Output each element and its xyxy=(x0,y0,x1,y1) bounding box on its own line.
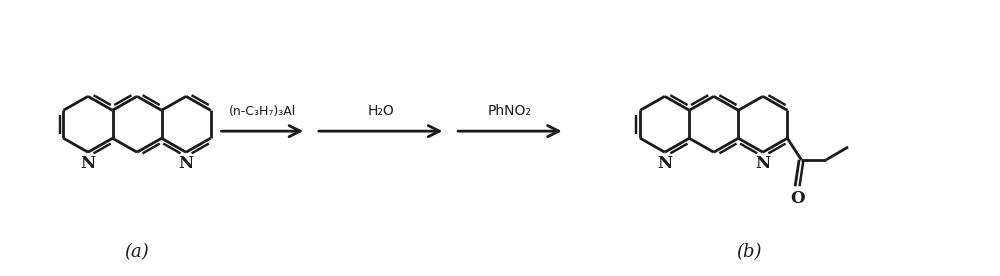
Text: N: N xyxy=(755,155,770,172)
Text: O: O xyxy=(790,190,805,207)
Text: N: N xyxy=(80,155,96,172)
Text: N: N xyxy=(178,155,194,172)
Text: H₂O: H₂O xyxy=(367,104,394,118)
Text: (b): (b) xyxy=(736,243,761,261)
Text: PhNO₂: PhNO₂ xyxy=(488,104,532,118)
Text: N: N xyxy=(657,155,672,172)
Text: (a): (a) xyxy=(125,243,149,261)
Text: (n-C₃H₇)₃Al: (n-C₃H₇)₃Al xyxy=(229,105,296,118)
